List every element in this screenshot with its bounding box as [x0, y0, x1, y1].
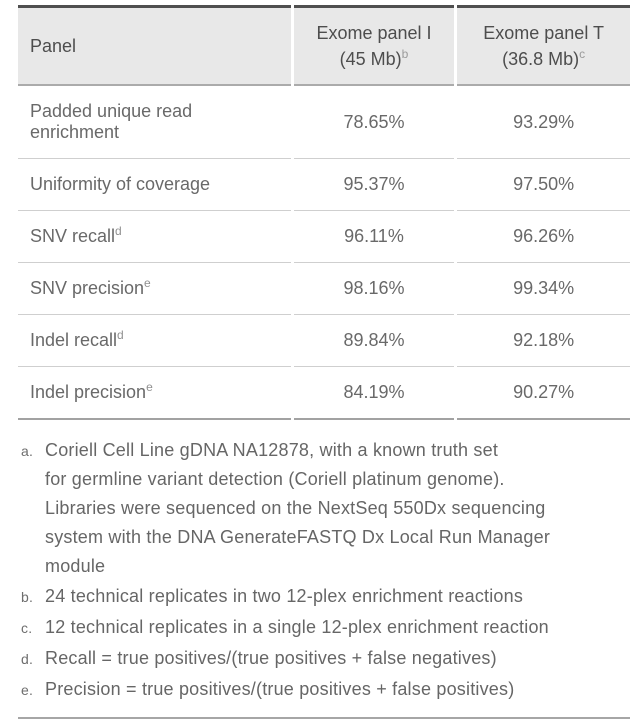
exome-i-footnote-ref: b	[401, 47, 409, 61]
table-row: SNV recalld 96.11% 96.26%	[18, 211, 630, 263]
footnote-a: a. Coriell Cell Line gDNA NA12878, with …	[18, 436, 630, 581]
exome-i-size-text: (45 Mb)	[339, 49, 402, 69]
table-row: Padded unique read enrichment 78.65% 93.…	[18, 86, 630, 159]
footnote-text: 12 technical replicates in a single 12-p…	[45, 617, 549, 637]
col-header-exome-panel-t: Exome panel T (36.8 Mb)c	[457, 5, 630, 86]
footnote-marker: d.	[21, 651, 34, 667]
exome-panel-metrics-table: Panel Exome panel I (45 Mb)b Exome panel…	[15, 5, 633, 420]
footnote-text: Coriell Cell Line gDNA NA12878, with a k…	[45, 440, 551, 576]
footnote-b: b. 24 technical replicates in two 12-ple…	[18, 582, 630, 612]
table-row: Uniformity of coverage 95.37% 97.50%	[18, 159, 630, 211]
row-label: Padded unique read enrichment	[30, 101, 193, 142]
footnote-marker: c.	[21, 620, 33, 636]
table-body: Padded unique read enrichment 78.65% 93.…	[18, 86, 630, 420]
value-exome-t: 99.34%	[457, 263, 630, 315]
col-header-exome-t-size: (36.8 Mb)c	[457, 46, 630, 72]
row-label-cell: Uniformity of coverage	[18, 159, 291, 211]
row-label-cell: SNV recalld	[18, 211, 291, 263]
row-label-cell: Indel precisione	[18, 367, 291, 420]
row-label: SNV recall	[30, 226, 116, 246]
row-label: Indel recall	[30, 330, 118, 350]
value-exome-t: 92.18%	[457, 315, 630, 367]
footnote-c: c. 12 technical replicates in a single 1…	[18, 613, 630, 643]
value-exome-i: 95.37%	[293, 159, 455, 211]
row-label-cell: Padded unique read enrichment	[18, 86, 291, 159]
row-label-cell: Indel recalld	[18, 315, 291, 367]
value-exome-t: 90.27%	[457, 367, 630, 420]
value-exome-t: 96.26%	[457, 211, 630, 263]
footnote-text: Recall = true positives/(true positives …	[45, 648, 497, 668]
footnote-e: e. Precision = true positives/(true posi…	[18, 675, 630, 705]
footnote-marker: b.	[21, 589, 34, 605]
value-exome-t: 93.29%	[457, 86, 630, 159]
value-exome-t: 97.50%	[457, 159, 630, 211]
exome-t-size-text: (36.8 Mb)	[502, 49, 580, 69]
col-header-exome-t-name: Exome panel T	[483, 23, 604, 43]
table-row: Indel recalld 89.84% 92.18%	[18, 315, 630, 367]
value-exome-i: 84.19%	[293, 367, 455, 420]
col-header-panel: Panel	[18, 5, 291, 86]
row-label: SNV precision	[30, 278, 145, 298]
footnote-d: d. Recall = true positives/(true positiv…	[18, 644, 630, 674]
value-exome-i: 98.16%	[293, 263, 455, 315]
col-header-exome-panel-i: Exome panel I (45 Mb)b	[293, 5, 455, 86]
value-exome-i: 96.11%	[293, 211, 455, 263]
row-label: Indel precision	[30, 382, 147, 402]
footnote-marker: e.	[21, 682, 34, 698]
row-footnote-ref: d	[115, 224, 122, 238]
table-row: SNV precisione 98.16% 99.34%	[18, 263, 630, 315]
header-row: Panel Exome panel I (45 Mb)b Exome panel…	[18, 5, 630, 86]
col-header-exome-i-name: Exome panel I	[316, 23, 432, 43]
table-row: Indel precisione 84.19% 90.27%	[18, 367, 630, 420]
col-header-exome-i-size: (45 Mb)b	[294, 46, 455, 72]
row-label-cell: SNV precisione	[18, 263, 291, 315]
row-footnote-ref: d	[117, 328, 124, 342]
row-footnote-ref: e	[146, 380, 153, 394]
value-exome-i: 89.84%	[293, 315, 455, 367]
row-footnote-ref: e	[144, 276, 151, 290]
footnotes-section: a. Coriell Cell Line gDNA NA12878, with …	[18, 436, 630, 705]
exome-t-footnote-ref: c	[579, 47, 586, 61]
footnote-text: Precision = true positives/(true positiv…	[45, 679, 515, 699]
table-figure: Panel Exome panel I (45 Mb)b Exome panel…	[18, 0, 630, 719]
footnote-marker: a.	[21, 443, 34, 459]
value-exome-i: 78.65%	[293, 86, 455, 159]
table-header: Panel Exome panel I (45 Mb)b Exome panel…	[18, 5, 630, 86]
footnote-text: 24 technical replicates in two 12-plex e…	[45, 586, 524, 606]
row-label: Uniformity of coverage	[30, 174, 211, 194]
